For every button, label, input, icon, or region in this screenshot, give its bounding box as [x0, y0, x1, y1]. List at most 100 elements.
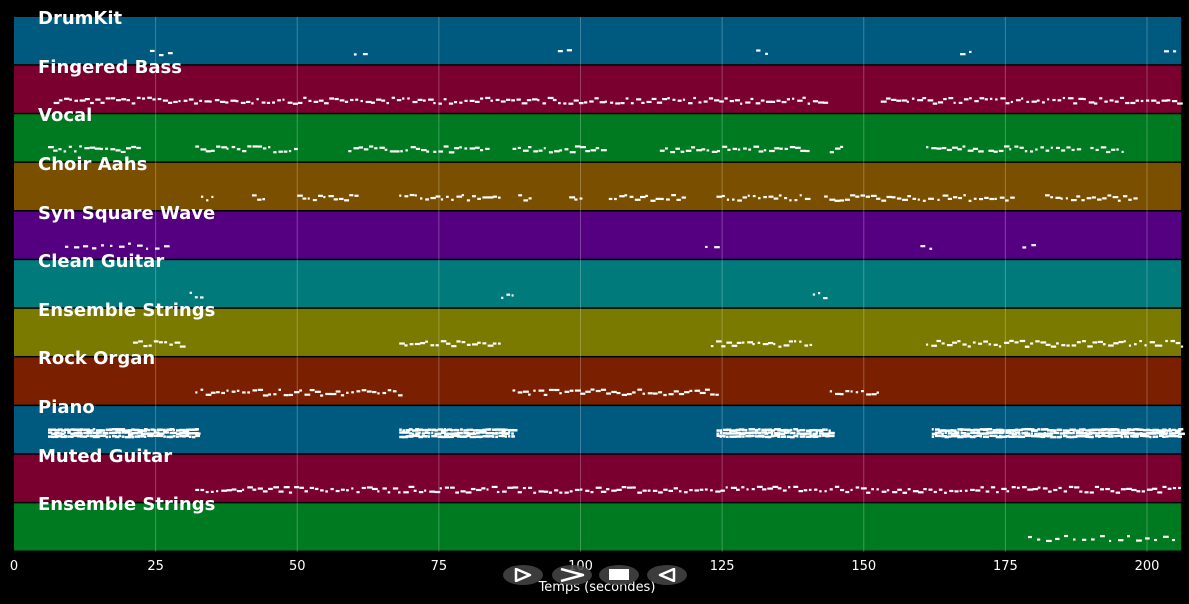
note	[194, 296, 198, 299]
note	[1114, 100, 1119, 103]
note	[818, 101, 824, 104]
note	[670, 151, 676, 154]
note	[652, 392, 658, 395]
note	[294, 391, 300, 394]
note	[495, 428, 500, 431]
note	[569, 490, 573, 493]
note	[688, 102, 693, 105]
note	[1139, 432, 1143, 435]
forward-button[interactable]	[552, 565, 592, 585]
note	[747, 341, 754, 344]
note	[1022, 246, 1027, 249]
note	[231, 390, 236, 393]
note	[54, 429, 60, 432]
note	[252, 389, 258, 392]
note	[870, 194, 877, 198]
stop-button[interactable]	[599, 565, 639, 585]
note	[70, 428, 75, 431]
note	[998, 428, 1005, 432]
note	[715, 393, 719, 396]
note	[482, 428, 486, 432]
note	[658, 491, 663, 494]
track-label: DrumKit	[38, 8, 123, 29]
note	[962, 343, 967, 346]
note	[580, 392, 586, 395]
note	[1053, 488, 1058, 492]
note	[751, 488, 755, 491]
note	[92, 427, 96, 431]
note	[943, 97, 947, 101]
note	[773, 197, 779, 200]
note	[210, 391, 216, 394]
note	[1155, 435, 1159, 438]
rewind-button[interactable]	[647, 565, 687, 585]
note	[1178, 428, 1184, 431]
note	[356, 491, 360, 494]
note	[938, 488, 943, 491]
note	[172, 428, 175, 432]
note	[716, 195, 723, 198]
note	[363, 148, 369, 151]
note	[340, 394, 345, 397]
note	[777, 432, 784, 435]
note	[1166, 99, 1171, 102]
track-band	[14, 17, 1181, 65]
note	[166, 431, 169, 434]
note	[802, 96, 806, 99]
note	[1053, 431, 1058, 435]
note	[477, 197, 481, 200]
note	[257, 487, 263, 490]
note	[424, 431, 429, 434]
note	[716, 432, 719, 435]
note	[796, 435, 799, 438]
note	[1105, 150, 1111, 154]
note	[167, 52, 173, 55]
note	[1130, 428, 1135, 432]
note	[76, 428, 83, 432]
note	[412, 432, 415, 436]
note	[463, 431, 470, 435]
note	[729, 431, 732, 434]
note	[724, 97, 728, 100]
note	[798, 490, 804, 493]
note	[408, 428, 413, 431]
play-button[interactable]	[503, 565, 543, 585]
note	[1027, 488, 1034, 491]
note	[600, 388, 607, 391]
note	[758, 197, 761, 200]
note	[636, 98, 642, 101]
x-tick-label: 25	[147, 559, 164, 574]
note	[763, 195, 767, 199]
track-label: Syn Square Wave	[38, 202, 216, 224]
note	[330, 487, 334, 491]
note	[1011, 486, 1016, 489]
note	[76, 434, 82, 438]
note	[983, 340, 989, 343]
note	[563, 102, 567, 105]
note	[699, 488, 704, 491]
note	[1062, 434, 1068, 438]
note	[941, 429, 947, 432]
note	[1078, 97, 1084, 100]
note	[464, 99, 468, 103]
note	[236, 489, 243, 493]
note	[150, 434, 154, 438]
note	[304, 490, 308, 493]
note	[710, 489, 713, 492]
note	[1086, 197, 1092, 200]
note	[696, 149, 703, 152]
track-label: Muted Guitar	[38, 445, 173, 467]
note	[766, 100, 772, 103]
note	[912, 490, 919, 493]
note	[325, 490, 328, 493]
note	[221, 391, 226, 395]
note	[923, 488, 927, 491]
note	[1087, 345, 1093, 348]
note	[615, 102, 621, 105]
note	[1062, 96, 1066, 100]
note	[1027, 432, 1031, 436]
note	[1139, 428, 1144, 432]
note	[225, 101, 229, 104]
note	[949, 489, 954, 493]
note	[995, 431, 1002, 434]
